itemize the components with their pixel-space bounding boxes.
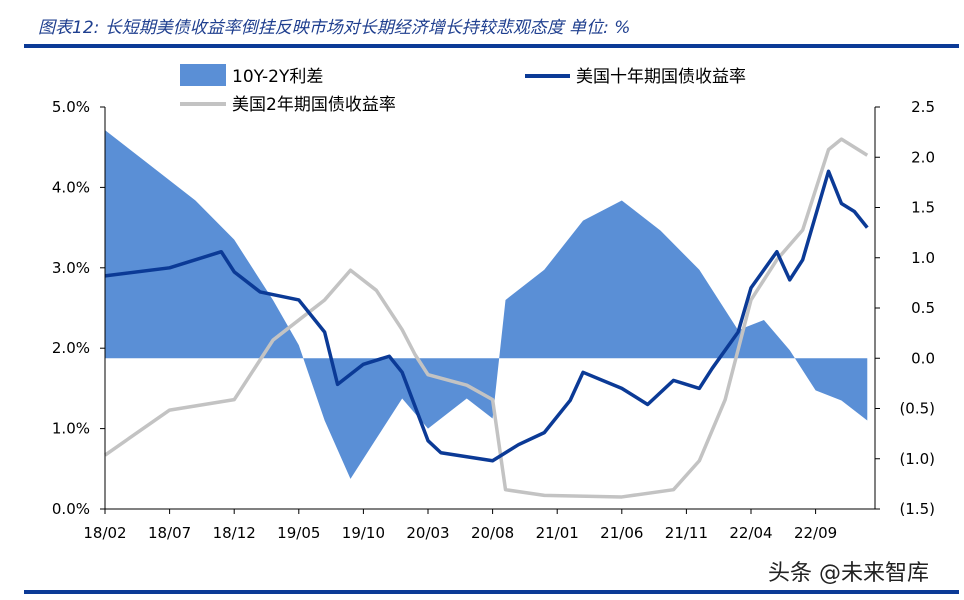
series-line-2y bbox=[103, 137, 869, 499]
x-tick-label: 21/06 bbox=[600, 524, 643, 542]
y-right-tick-label: 1.0 bbox=[911, 249, 935, 267]
y-right-tick-label: 1.5 bbox=[911, 199, 935, 217]
legend-label-10y: 美国十年期国债收益率 bbox=[576, 67, 746, 87]
y-right-tick-label: (1.5) bbox=[899, 500, 935, 518]
legend-swatch-spread bbox=[180, 64, 226, 86]
x-tick-label: 19/05 bbox=[277, 524, 320, 542]
chart-title: 图表12: 长短期美债收益率倒挂反映市场对长期经济增长持较悲观态度 单位: % bbox=[38, 18, 630, 38]
series-area-spread bbox=[105, 130, 868, 479]
x-tick-label: 19/10 bbox=[342, 524, 385, 542]
y-right-tick-label: (0.5) bbox=[899, 400, 935, 418]
x-tick-label: 20/08 bbox=[471, 524, 514, 542]
plot-area: 0.0% 1.0% 2.0% 3.0% 4.0% 5.0% (1.5) (1.0) (0.5) 0… bbox=[52, 98, 935, 542]
x-tick-label: 21/01 bbox=[536, 524, 579, 542]
x-tick-label: 22/09 bbox=[794, 524, 837, 542]
y-left-tick-label: 3.0% bbox=[52, 259, 90, 277]
y-left-tick-label: 1.0% bbox=[52, 420, 90, 438]
x-tick-label: 21/11 bbox=[665, 524, 708, 542]
legend-label-2y: 美国2年期国债收益率 bbox=[232, 95, 396, 115]
legend: 10Y-2Y利差 美国十年期国债收益率 美国2年期国债收益率 bbox=[180, 64, 746, 115]
series-line-10y bbox=[104, 169, 869, 463]
y-left-tick-label: 0.0% bbox=[52, 500, 90, 518]
y-right-tick-label: 2.0 bbox=[911, 148, 935, 166]
y-left-tick-label: 5.0% bbox=[52, 98, 90, 116]
x-tick-label: 18/07 bbox=[148, 524, 191, 542]
legend-label-spread: 10Y-2Y利差 bbox=[232, 67, 323, 87]
y-right-tick-label: 2.5 bbox=[911, 98, 935, 116]
y-right-tick-label: 0.0 bbox=[911, 349, 935, 367]
footer-rule bbox=[24, 590, 959, 594]
y-right-tick-label: (1.0) bbox=[899, 450, 935, 468]
x-tick-label: 20/03 bbox=[406, 524, 449, 542]
title-rule bbox=[24, 44, 959, 48]
y-right-tick-label: 0.5 bbox=[911, 299, 935, 317]
y-left-tick-label: 2.0% bbox=[52, 339, 90, 357]
x-tick-label: 22/04 bbox=[729, 524, 772, 542]
x-tick-label: 18/02 bbox=[83, 524, 126, 542]
y-left-tick-label: 4.0% bbox=[52, 178, 90, 196]
watermark: 头条 @未来智库 bbox=[768, 561, 929, 586]
x-tick-label: 18/12 bbox=[213, 524, 256, 542]
